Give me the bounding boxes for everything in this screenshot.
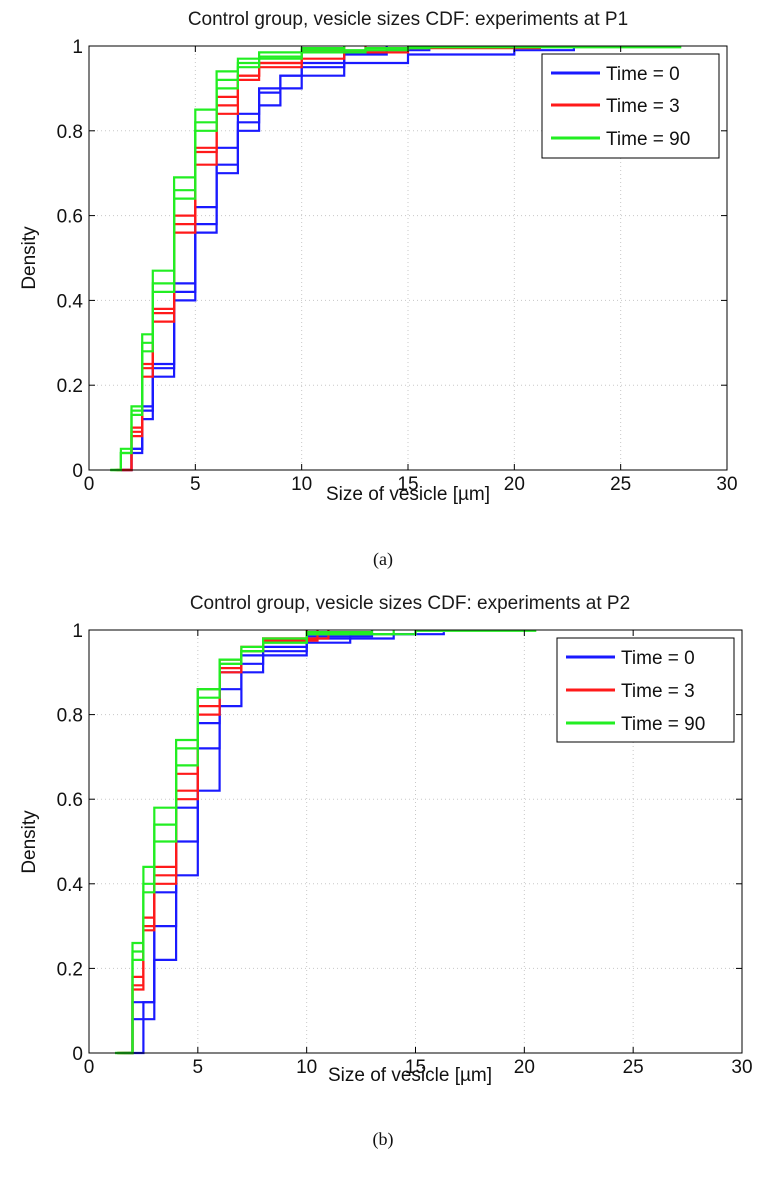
series-line <box>110 46 346 472</box>
x-tick-label: 20 <box>504 474 525 495</box>
y-tick-label: 0.2 <box>57 959 83 980</box>
x-tick-label: 20 <box>514 1057 535 1078</box>
x-tick-label: 15 <box>397 474 418 495</box>
y-tick-label: 0.2 <box>57 376 83 397</box>
x-tick-label: 10 <box>296 1057 317 1078</box>
series-line <box>120 46 431 472</box>
x-tick-label: 15 <box>405 1057 426 1078</box>
legend: Time = 0 Time = 3 Time = 90 <box>541 53 720 159</box>
series-line <box>114 46 541 472</box>
x-tick-label: 5 <box>190 474 201 495</box>
legend-entry: Time = 90 <box>621 714 705 735</box>
chart-title: Control group, vesicle sizes CDF: experi… <box>190 593 630 614</box>
series-line <box>116 46 367 472</box>
legend-entry: Time = 0 <box>606 64 680 85</box>
series-line <box>115 630 374 1055</box>
chart-title: Control group, vesicle sizes CDF: experi… <box>188 9 628 30</box>
x-tick-label: 5 <box>193 1057 204 1078</box>
legend: Time = 0 Time = 3 Time = 90 <box>556 637 735 743</box>
series-line <box>117 630 395 1055</box>
series-line <box>117 630 308 1055</box>
legend-entry: Time = 0 <box>621 648 695 669</box>
figure-caption: (b) <box>373 1129 394 1150</box>
series-line <box>110 46 431 472</box>
y-tick-label: 0 <box>72 461 83 482</box>
y-tick-label: 1 <box>72 37 83 58</box>
series-line <box>121 630 374 1055</box>
legend-entry: Time = 90 <box>606 129 690 150</box>
figure-caption: (a) <box>373 549 393 570</box>
y-tick-label: 0 <box>72 1044 83 1065</box>
series-line <box>120 46 388 472</box>
y-tick-label: 0.4 <box>57 875 84 896</box>
y-tick-label: 1 <box>72 621 83 642</box>
y-tick-label: 0.6 <box>57 790 83 811</box>
legend-entry: Time = 3 <box>621 681 695 702</box>
series-line <box>120 48 575 472</box>
x-tick-label: 30 <box>716 474 737 495</box>
y-axis-label: Density <box>19 226 40 290</box>
x-axis-label: Size of vesicle [µm] <box>328 1065 492 1086</box>
x-tick-label: 25 <box>623 1057 644 1078</box>
chart-panel-b: Control group, vesicle sizes CDF: experi… <box>19 593 753 1150</box>
x-tick-label: 30 <box>731 1057 752 1078</box>
y-tick-label: 0.8 <box>57 122 83 143</box>
x-tick-label: 0 <box>84 1057 95 1078</box>
legend-entry: Time = 3 <box>606 96 680 117</box>
ticks: 0 5 10 15 20 25 30 0 0.2 0.4 0.6 0.8 1 <box>57 621 753 1078</box>
series-line <box>117 630 330 1055</box>
y-axis-label: Density <box>19 810 40 874</box>
y-tick-label: 0.6 <box>57 207 83 228</box>
x-tick-label: 0 <box>84 474 95 495</box>
series-lines <box>115 629 537 1055</box>
y-tick-label: 0.4 <box>57 291 84 312</box>
x-tick-label: 10 <box>291 474 312 495</box>
x-tick-label: 25 <box>610 474 631 495</box>
x-axis-label: Size of vesicle [µm] <box>326 484 490 505</box>
y-tick-label: 0.8 <box>57 706 83 727</box>
chart-panel-a: Control group, vesicle sizes CDF: experi… <box>19 9 738 570</box>
ticks: 0 5 10 15 20 25 30 0 0.2 0.4 0.6 0.8 1 <box>57 37 738 495</box>
